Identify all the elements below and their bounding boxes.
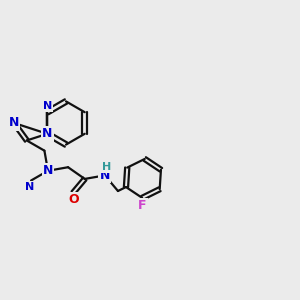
Text: N: N — [42, 127, 52, 140]
Text: N: N — [43, 100, 52, 111]
Text: H: H — [102, 162, 111, 172]
Text: F: F — [138, 199, 146, 212]
Text: N: N — [25, 182, 34, 192]
Text: O: O — [68, 193, 79, 206]
Text: N: N — [100, 169, 110, 182]
Text: N: N — [43, 164, 53, 177]
Text: N: N — [9, 116, 19, 130]
